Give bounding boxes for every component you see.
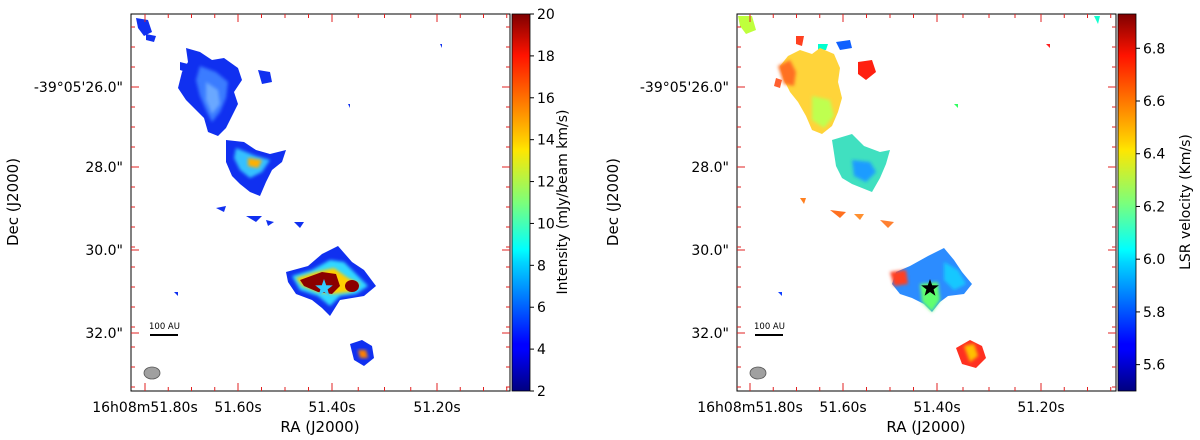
left-x-axis-label: RA (J2000)	[280, 418, 359, 436]
left-y-tick-1: 28.0"	[85, 160, 123, 176]
left-colorbar-tick-label-5: 12	[537, 175, 555, 191]
emission-speck-tr	[258, 70, 272, 84]
right-colorbar-tick-label-1: 5.8	[1143, 305, 1165, 321]
velocity-source-main	[892, 248, 972, 312]
right-colorbar-tick-label-4: 6.4	[1143, 147, 1165, 163]
velocity-source-main-east	[944, 262, 966, 290]
left-colorbar-tick-label-9: 20	[537, 7, 555, 23]
emission-speck-g	[348, 104, 350, 108]
right-beam-ellipse	[749, 366, 767, 380]
left-colorbar-tick-label-1: 4	[537, 342, 546, 358]
left-x-tick-3: 51.20s	[413, 400, 460, 416]
velocity-speck-tl	[738, 16, 756, 34]
emission-source-main-core	[300, 272, 340, 294]
right-colorbar-tick-label-2: 6.0	[1143, 252, 1165, 268]
velocity-speck-l	[1046, 44, 1050, 48]
velocity-blob-nw-green	[812, 96, 834, 128]
velocity-speck-n	[954, 104, 958, 108]
right-plot-frame	[736, 13, 1117, 392]
left-beam-ellipse	[143, 366, 161, 380]
right-colorbar	[1117, 13, 1137, 392]
left-x-tick-2: 51.40s	[308, 400, 355, 416]
left-scale-bar-label: 100 AU	[149, 322, 180, 332]
velocity-speck-h	[800, 198, 806, 204]
left-colorbar-tick-label-4: 10	[537, 216, 555, 232]
right-panel: 100 AU 16h08m51.80s 51.60s 51.40s 51.20s…	[604, 13, 1194, 436]
emission-speck-f	[440, 44, 442, 48]
left-plot-frame	[130, 13, 511, 392]
emission-source-secondary-core	[345, 280, 359, 292]
velocity-speck-m	[778, 292, 782, 296]
emission-source-south-core	[358, 350, 368, 358]
left-x-tick-0: 16h08m51.80s	[92, 400, 198, 416]
velocity-source-main-center	[920, 282, 940, 312]
right-x-tick-1: 51.60s	[819, 400, 866, 416]
left-colorbar-tick-label-2: 6	[537, 300, 546, 316]
emission-blob-nw-core	[206, 82, 220, 114]
left-colorbar-label: Intensity (mJy/beam km/s)	[555, 109, 571, 294]
emission-speck-tl	[136, 18, 152, 36]
right-colorbar-tick-label-5: 6.6	[1143, 94, 1165, 110]
velocity-source-main-west	[890, 270, 908, 286]
right-scale-bar-label: 100 AU	[754, 322, 785, 332]
emission-speck-e	[174, 292, 178, 296]
velocity-speck-red	[858, 60, 876, 80]
velocity-blob-mid-inner	[852, 160, 876, 182]
velocity-speck-k	[880, 220, 894, 228]
emission-blob-mid-core	[248, 158, 262, 168]
velocity-speck-o	[1094, 16, 1100, 24]
right-colorbar-tick-label-3: 6.2	[1143, 199, 1165, 215]
left-colorbar-tick-label-6: 14	[537, 133, 555, 149]
left-x-tick-1: 51.60s	[214, 400, 261, 416]
left-colorbar-ticks: 2 4 6 8 10 12 14 16 18 20	[530, 7, 555, 400]
velocity-speck-orange	[774, 78, 782, 88]
right-ticks	[737, 14, 1116, 391]
right-star-marker	[921, 279, 939, 296]
right-y-axis-label: Dec (J2000)	[604, 158, 622, 246]
left-panel: 100 AU 16h08m51.80s 51.60s 51.40s 51.20s…	[4, 7, 571, 436]
right-x-tick-3: 51.20s	[1017, 400, 1064, 416]
left-colorbar-tick-label-8: 18	[537, 49, 555, 65]
velocity-speck-tl2	[796, 36, 804, 46]
right-x-axis-label: RA (J2000)	[886, 418, 965, 436]
emission-speck-l	[180, 62, 188, 72]
emission-speck-b	[246, 216, 262, 222]
right-x-tick-0: 16h08m51.80s	[697, 400, 803, 416]
right-y-tick-2: 30.0"	[691, 243, 729, 259]
left-y-axis-label: Dec (J2000)	[4, 158, 22, 246]
right-colorbar-label: LSR velocity (Km/s)	[1178, 134, 1194, 270]
left-emission-map	[136, 18, 442, 366]
right-y-tick-3: 32.0"	[691, 326, 729, 342]
left-y-tick-2: 30.0"	[85, 243, 123, 259]
velocity-speck-j	[854, 214, 864, 220]
velocity-speck-i	[830, 210, 846, 218]
right-x-tick-2: 51.40s	[913, 400, 960, 416]
emission-speck-d	[266, 220, 274, 226]
left-colorbar	[511, 13, 531, 392]
emission-speck-c	[294, 222, 304, 228]
left-star-marker	[315, 279, 333, 296]
right-colorbar-ticks: 5.6 5.8 6.0 6.2 6.4 6.6 6.8	[1136, 41, 1165, 374]
right-y-tick-0: -39°05'26.0"	[640, 80, 729, 96]
left-y-tick-0: -39°05'26.0"	[34, 80, 123, 96]
velocity-blob-nw-west	[778, 60, 796, 86]
left-colorbar-tick-label-3: 8	[537, 258, 546, 274]
emission-speck-tl2	[146, 34, 156, 42]
velocity-source-south-inner	[964, 344, 978, 362]
right-colorbar-tick-label-6: 6.8	[1143, 41, 1165, 57]
velocity-speck-tl3	[836, 40, 852, 50]
right-y-tick-1: 28.0"	[691, 160, 729, 176]
emission-speck-a	[216, 206, 226, 212]
left-ticks	[131, 14, 510, 391]
left-colorbar-tick-label-7: 16	[537, 91, 555, 107]
left-y-tick-3: 32.0"	[85, 326, 123, 342]
left-colorbar-tick-label-0: 2	[537, 384, 546, 400]
right-colorbar-tick-label-0: 5.6	[1143, 358, 1165, 374]
right-velocity-map	[738, 16, 1100, 368]
